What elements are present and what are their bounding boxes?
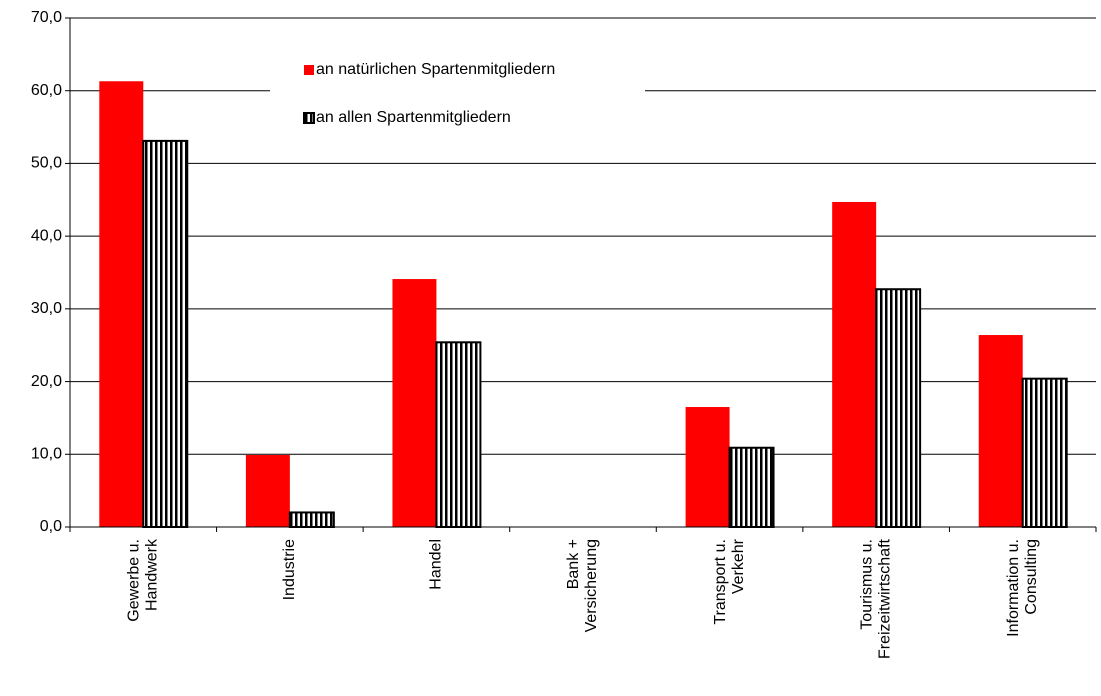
y-tick-label: 50,0 [31, 155, 62, 172]
bar [99, 81, 144, 528]
y-tick-label: 30,0 [31, 300, 62, 317]
x-tick-label: Tourismus u. [858, 539, 875, 630]
legend-background [270, 48, 645, 144]
bar [392, 279, 437, 527]
x-tick-label: Handel [428, 539, 445, 590]
bar [978, 335, 1023, 527]
y-tick-label: 70,0 [31, 9, 62, 26]
bar [728, 446, 775, 528]
y-tick-label: 10,0 [31, 446, 62, 463]
x-tick-label: Versicherung [583, 539, 600, 632]
bar [1021, 377, 1068, 529]
y-tick-label: 40,0 [31, 227, 62, 244]
x-tick-label: Handwerk [144, 538, 161, 611]
bar [245, 455, 290, 527]
bar [288, 511, 335, 529]
legend-label: an natürlichen Spartenmitgliedern [316, 61, 555, 78]
legend: an natürlichen Spartenmitgliedern an alle… [270, 48, 645, 144]
bar [875, 288, 922, 528]
x-tick-label: Bank + [565, 539, 582, 589]
bar [685, 407, 730, 527]
x-tick-label: Verkehr [730, 538, 747, 594]
y-tick-label: 0,0 [40, 518, 62, 535]
y-tick-label: 20,0 [31, 373, 62, 390]
x-tick-label: Industrie [281, 539, 298, 600]
bar [142, 139, 189, 528]
legend-swatch [304, 65, 314, 75]
bar [832, 201, 877, 527]
y-tick-label: 60,0 [31, 82, 62, 99]
legend-label: an allen Spartenmitgliedern [316, 109, 511, 126]
x-tick-label: Transport u. [712, 539, 729, 625]
x-tick-label: Information u. [1005, 539, 1022, 637]
x-tick-label: Freizeitwirtschaft [876, 538, 893, 659]
bar [435, 341, 482, 529]
x-tick-label: Gewerbe u. [126, 539, 143, 622]
legend-swatch [303, 112, 315, 124]
x-tick-label: Consulting [1023, 539, 1040, 615]
